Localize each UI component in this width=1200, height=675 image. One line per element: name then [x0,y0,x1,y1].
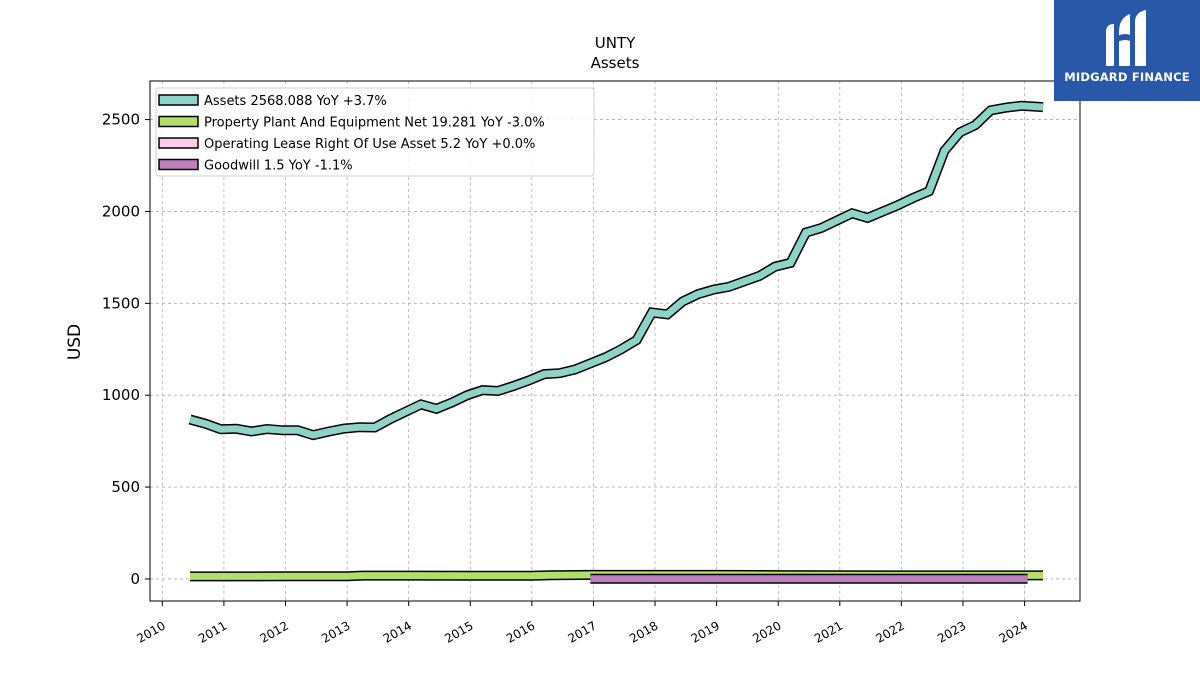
x-tick-label: 2010 [134,618,167,645]
x-tick-label: 2020 [750,618,783,645]
x-tick-label: 2015 [442,618,475,645]
y-tick-label: 2500 [102,111,140,129]
x-tick-label: 2012 [258,618,291,645]
x-tick-label: 2021 [812,618,845,645]
x-tick-label: 2024 [997,618,1030,645]
x-tick-label: 2022 [873,618,906,645]
x-tick-label: 2019 [689,618,722,645]
brand-logo: MIDGARD FINANCE [1054,0,1200,101]
chart-title: UNTY [595,34,636,52]
x-tick-label: 2016 [504,618,537,645]
legend-label: Property Plant And Equipment Net 19.281 … [204,116,545,131]
plot-frame [149,80,1081,602]
series-layer [188,100,1044,584]
brand-name: MIDGARD FINANCE [1064,70,1190,84]
legend-swatch [158,158,199,171]
legend-label: Operating Lease Right Of Use Asset 5.2 Y… [204,137,535,152]
legend: Assets 2568.088 YoY +3.7% Property Plant … [155,87,595,177]
x-tick-label: 2011 [196,618,229,645]
y-tick-label: 2000 [102,202,140,220]
x-tick-label: 2023 [935,618,968,645]
series-line [189,102,1044,439]
legend-swatch [158,137,199,149]
x-tick-label: 2013 [319,618,352,645]
legend-swatch [158,115,199,128]
ticks-layer: 2010 2011 2012 2013 2014 2015 2016 2017 2018 2019… [102,111,1030,646]
x-tick-label: 2018 [627,618,660,645]
legend-box [155,87,595,177]
y-tick-label: 0 [130,570,140,588]
y-tick-label: 1500 [102,294,140,312]
x-tick-label: 2014 [381,618,414,645]
y-tick-label: 500 [111,478,140,496]
chart-subtitle: Assets [591,54,640,72]
x-tick-label: 2017 [565,618,598,645]
legend-label: Assets 2568.088 YoY +3.7% [204,94,387,109]
legend-label: Goodwill 1.5 YoY -1.1% [204,159,353,174]
legend-swatch [158,94,199,106]
y-tick-label: 1000 [102,386,140,404]
y-axis-label: USD [65,324,85,360]
midgard-m-logo-icon [1106,10,1146,66]
